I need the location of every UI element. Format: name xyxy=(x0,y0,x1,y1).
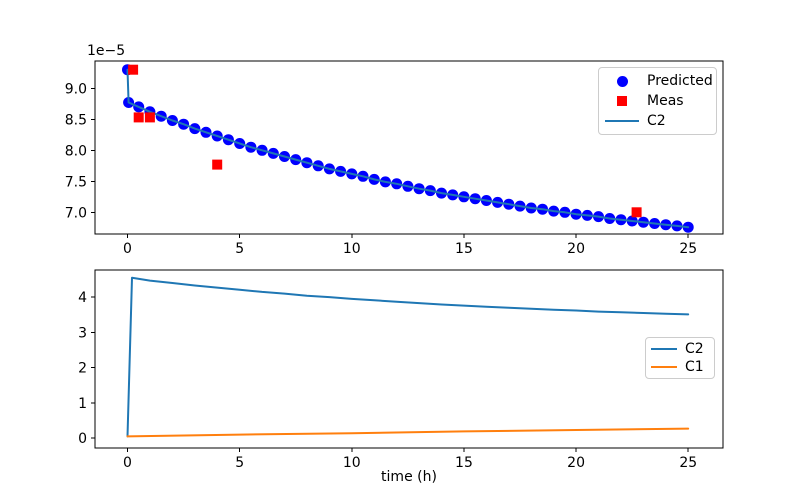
y-tick-label: 7.5 xyxy=(65,174,87,190)
legend-label-predicted: Predicted xyxy=(647,73,713,89)
top-legend: Predicted Meas C2 xyxy=(598,67,717,135)
legend-item-predicted: Predicted xyxy=(605,73,713,89)
predicted-line xyxy=(126,68,690,229)
x-axis-label: time (h) xyxy=(381,469,437,485)
x-tick-label: 20 xyxy=(567,241,585,257)
y-tick-label: 2 xyxy=(78,361,87,377)
c1-line xyxy=(126,427,690,438)
axes-spines xyxy=(94,269,724,449)
legend-label-c1-bottom: C1 xyxy=(685,359,704,375)
y-tick-label: 8.0 xyxy=(65,143,87,159)
x-tick-label: 10 xyxy=(343,455,361,471)
y-tick-label: 4 xyxy=(78,290,87,306)
legend-item-meas: Meas xyxy=(605,93,710,109)
legend-handle xyxy=(651,366,677,368)
meas-square-marker-icon xyxy=(617,96,627,106)
legend-item-c1-bottom: C1 xyxy=(651,359,709,375)
y-tick-label: 0 xyxy=(78,431,87,447)
meas-data-point xyxy=(144,112,155,123)
meas-data-point xyxy=(128,64,139,75)
c2-line-marker-icon xyxy=(651,348,677,350)
legend-handle xyxy=(605,120,639,122)
y-tick-label: 8.5 xyxy=(65,112,87,128)
y-tick-label: 9.0 xyxy=(65,81,87,97)
y-axis-offset-label: 1e−5 xyxy=(87,43,126,59)
legend-handle xyxy=(605,75,639,87)
y-tick-label: 3 xyxy=(78,325,87,341)
legend-label-c2-top: C2 xyxy=(647,113,666,129)
bottom-legend: C2 C1 xyxy=(645,337,715,379)
x-tick-label: 15 xyxy=(455,455,473,471)
x-tick-label: 5 xyxy=(235,241,244,257)
x-tick-label: 0 xyxy=(123,455,132,471)
legend-label-meas: Meas xyxy=(647,93,684,109)
predicted-circle-marker-icon xyxy=(616,75,628,87)
c2-line xyxy=(126,276,690,438)
x-tick-label: 25 xyxy=(679,241,697,257)
legend-item-c2-bottom: C2 xyxy=(651,341,709,357)
axes-spines xyxy=(94,60,724,235)
x-tick-label: 0 xyxy=(123,241,132,257)
y-tick-label: 1 xyxy=(78,396,87,412)
legend-label-c2-bottom: C2 xyxy=(685,341,704,357)
x-tick-label: 5 xyxy=(235,455,244,471)
x-tick-label: 20 xyxy=(567,455,585,471)
x-tick-label: 25 xyxy=(679,455,697,471)
c1-line-marker-icon xyxy=(651,366,677,368)
meas-data-point xyxy=(631,207,642,218)
meas-data-point xyxy=(133,112,144,123)
legend-item-c2-top: C2 xyxy=(605,113,710,129)
legend-handle xyxy=(605,96,639,106)
x-tick-label: 15 xyxy=(455,241,473,257)
y-tick-label: 7.0 xyxy=(65,205,87,221)
c2-line-marker-icon xyxy=(605,120,639,122)
x-tick-label: 10 xyxy=(343,241,361,257)
legend-handle xyxy=(651,348,677,350)
meas-data-point xyxy=(212,159,223,170)
